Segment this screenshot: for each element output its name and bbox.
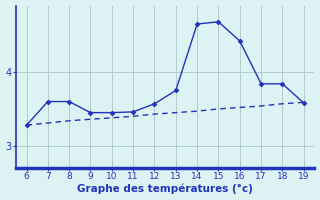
- X-axis label: Graphe des températures (°c): Graphe des températures (°c): [77, 184, 253, 194]
